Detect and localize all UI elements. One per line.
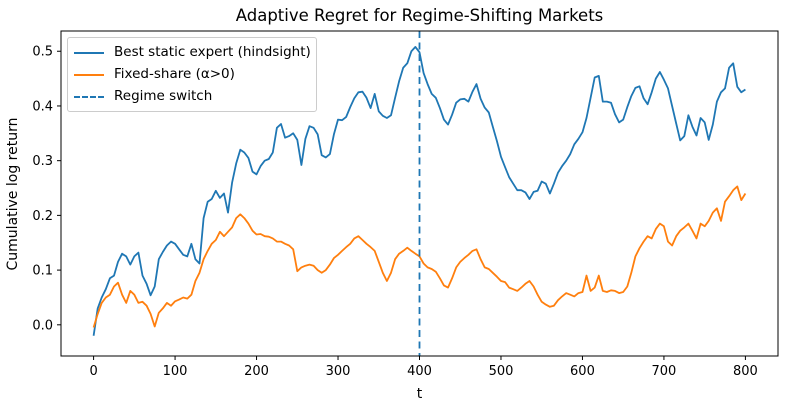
blue-line-swatch-icon — [74, 51, 104, 54]
x-axis-ticks: 0 100 200 300 400 500 600 700 800 — [89, 356, 758, 379]
legend-label: Fixed-share (α>0) — [114, 66, 235, 82]
chart-title: Adaptive Regret for Regime-Shifting Mark… — [236, 6, 604, 25]
y-tick-label: 0.2 — [32, 209, 53, 224]
x-tick-label: 500 — [489, 364, 514, 379]
x-tick-label: 700 — [652, 364, 677, 379]
x-tick-label: 0 — [89, 364, 97, 379]
x-tick-label: 100 — [163, 364, 188, 379]
legend-label: Best static expert (hindsight) — [114, 44, 311, 60]
dashed-line-swatch-icon — [74, 95, 104, 98]
legend-label: Regime switch — [114, 88, 213, 104]
legend-entry-regime-switch: Regime switch — [74, 89, 306, 104]
y-tick-label: 0.5 — [32, 45, 53, 60]
x-axis-label: t — [417, 386, 423, 402]
y-tick-label: 0.4 — [32, 99, 53, 114]
x-tick-label: 400 — [407, 364, 432, 379]
best-static-expert-line — [92, 46, 746, 336]
y-tick-label: 0.0 — [32, 318, 53, 333]
legend-box: Best static expert (hindsight) Fixed-sha… — [67, 37, 317, 112]
y-axis-ticks: 0.0 0.1 0.2 0.3 0.4 0.5 — [32, 45, 61, 333]
x-tick-label: 200 — [244, 364, 269, 379]
x-tick-label: 300 — [326, 364, 351, 379]
x-tick-label: 800 — [733, 364, 758, 379]
y-axis-label: Cumulative log return — [5, 118, 21, 271]
x-tick-label: 600 — [570, 364, 595, 379]
y-tick-label: 0.1 — [32, 264, 53, 279]
orange-line-swatch-icon — [74, 73, 104, 76]
legend-entry-fixed-share: Fixed-share (α>0) — [74, 67, 306, 82]
plot-border — [60, 30, 779, 357]
y-tick-label: 0.3 — [32, 154, 53, 169]
legend-entry-best-static: Best static expert (hindsight) — [74, 45, 311, 60]
